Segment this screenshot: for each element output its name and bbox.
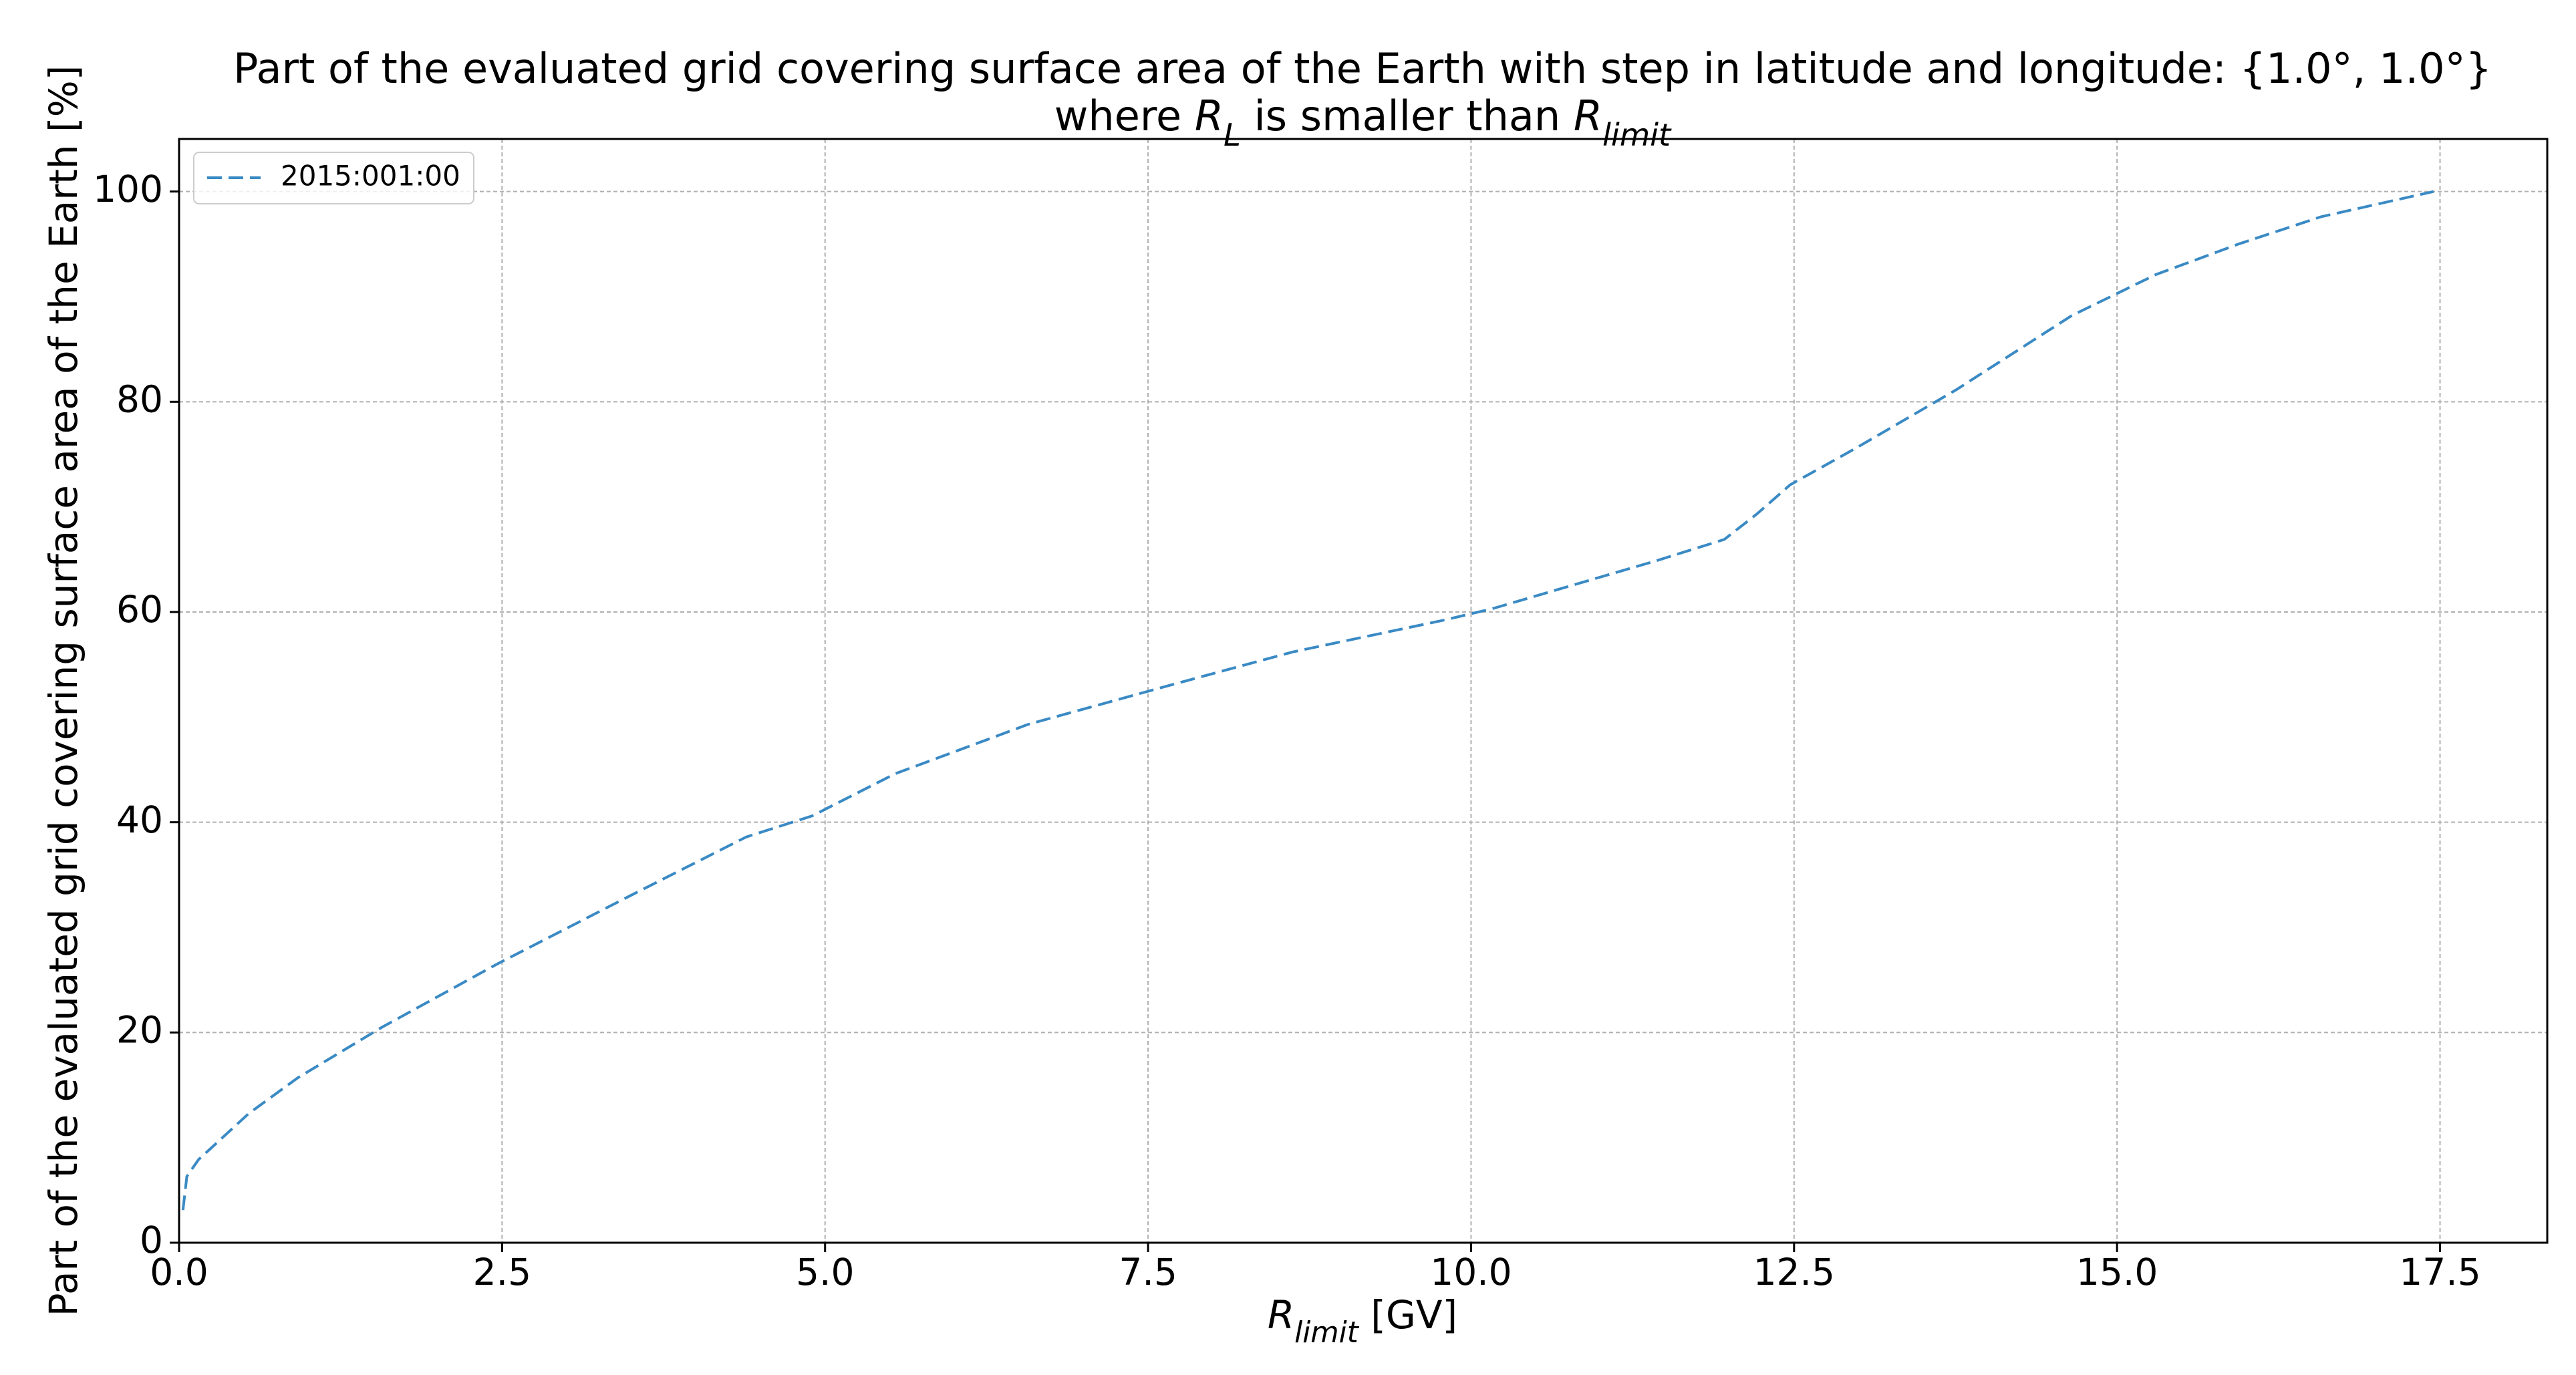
y-tick-label: 60: [116, 588, 163, 631]
x-tick-label: 0.0: [150, 1251, 208, 1293]
text-segment: Part of the evaluated grid covering surf…: [233, 44, 2492, 93]
text-segment: R: [1195, 92, 1224, 140]
y-tick-label: 80: [116, 377, 163, 420]
legend-box: [193, 152, 474, 204]
legend-label: 2015:001:00: [281, 160, 460, 192]
x-tick-label: 2.5: [473, 1251, 531, 1293]
chart-title: where RL is smaller than Rlimit: [1054, 92, 1672, 152]
x-tick-label: 7.5: [1119, 1251, 1177, 1293]
text-segment: R: [1268, 1292, 1294, 1338]
axes-frame: [178, 138, 2549, 1244]
text-segment: R: [1574, 92, 1602, 140]
x-axis-label: Rlimit [GV]: [1268, 1292, 1457, 1349]
data-line: [181, 190, 2434, 1211]
chart-title: Part of the evaluated grid covering surf…: [233, 44, 2492, 93]
x-tick-label: 17.5: [2399, 1251, 2480, 1293]
x-tick-label: 5.0: [796, 1251, 854, 1293]
x-tick-label: 15.0: [2076, 1251, 2158, 1293]
y-axis-label: Part of the evaluated grid covering surf…: [41, 65, 86, 1317]
text-segment: where: [1054, 92, 1195, 140]
x-tick-label: 12.5: [1753, 1251, 1835, 1293]
plot-area: [179, 139, 2547, 1243]
y-tick-label: 20: [116, 1008, 163, 1051]
text-segment: limit: [1294, 1316, 1360, 1350]
text-segment: limit: [1602, 117, 1672, 153]
text-segment: [GV]: [1358, 1292, 1457, 1338]
text-segment: Part of the evaluated grid covering surf…: [41, 65, 86, 1317]
text-segment: is smaller than: [1241, 92, 1574, 140]
text-segment: L: [1224, 117, 1241, 153]
y-tick-label: 100: [93, 168, 163, 210]
x-tick-label: 10.0: [1430, 1251, 1512, 1293]
y-tick-label: 0: [140, 1219, 163, 1261]
y-tick-label: 40: [116, 798, 163, 841]
